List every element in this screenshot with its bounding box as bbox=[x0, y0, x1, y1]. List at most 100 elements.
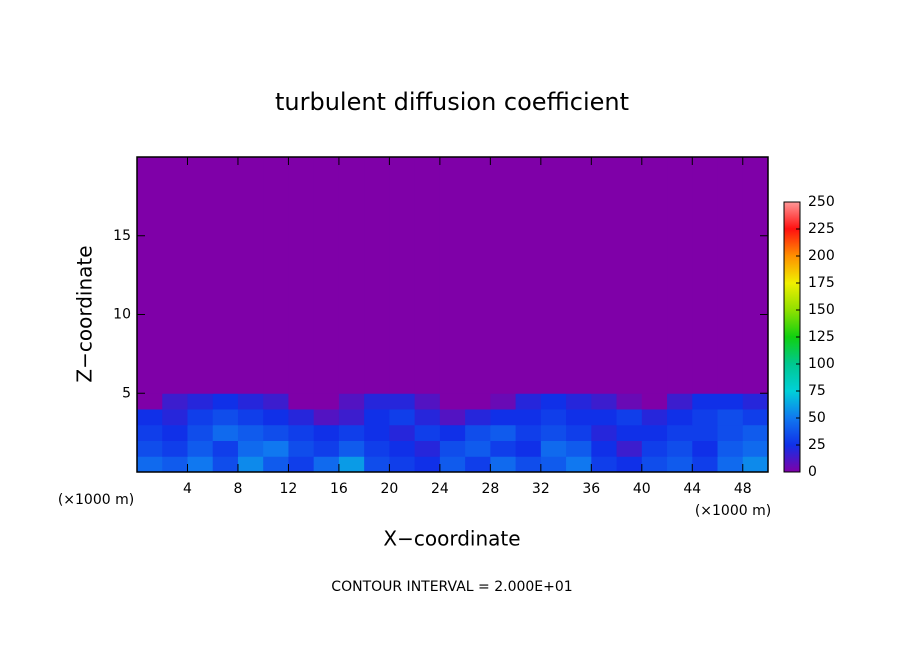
y-axis-label: Z−coordinate bbox=[73, 245, 97, 382]
heat-cell bbox=[212, 409, 239, 426]
heat-cell bbox=[212, 393, 239, 410]
heat-cell bbox=[566, 424, 592, 441]
heat-cell bbox=[237, 456, 264, 473]
colorbar-tick-label: 50 bbox=[808, 410, 826, 426]
heat-cell bbox=[137, 393, 163, 410]
heat-cell bbox=[465, 424, 491, 441]
heat-cell bbox=[237, 393, 264, 410]
x-tick-label: 20 bbox=[380, 481, 398, 497]
heat-cell bbox=[566, 157, 592, 394]
heat-cell bbox=[237, 440, 264, 457]
y-unit: (×1000 m) bbox=[58, 492, 134, 508]
heat-cell bbox=[414, 393, 441, 410]
heat-cell bbox=[288, 409, 315, 426]
heat-cell bbox=[212, 157, 239, 394]
heat-cell bbox=[288, 157, 315, 394]
heat-cell bbox=[338, 440, 365, 457]
colorbar-tick-label: 125 bbox=[808, 329, 835, 345]
heat-cell bbox=[338, 409, 365, 426]
heat-cell bbox=[187, 456, 214, 473]
heat-cell bbox=[389, 440, 416, 457]
heat-cell bbox=[717, 393, 744, 410]
heat-cell bbox=[364, 440, 390, 457]
heat-cell bbox=[742, 456, 769, 473]
heat-cell bbox=[616, 409, 643, 426]
heat-cell bbox=[313, 440, 340, 457]
heat-cell bbox=[515, 393, 542, 410]
colorbar-tick-label: 200 bbox=[808, 248, 835, 264]
heat-cell bbox=[414, 157, 441, 394]
heat-cell bbox=[137, 409, 163, 426]
heat-cell bbox=[667, 456, 693, 473]
x-axis-label: X−coordinate bbox=[383, 527, 520, 551]
heat-cell bbox=[237, 424, 264, 441]
heat-cell bbox=[439, 456, 466, 473]
heat-cell bbox=[465, 157, 491, 394]
heat-cell bbox=[540, 440, 567, 457]
heat-cell bbox=[414, 424, 441, 441]
heat-cell bbox=[692, 409, 719, 426]
heat-cell bbox=[162, 456, 188, 473]
heat-cell bbox=[338, 157, 365, 394]
heat-cell bbox=[162, 393, 188, 410]
heat-cell bbox=[389, 424, 416, 441]
heat-cell bbox=[389, 456, 416, 473]
heat-cell bbox=[338, 393, 365, 410]
heat-cell bbox=[288, 393, 315, 410]
heat-cell bbox=[667, 440, 693, 457]
heat-cell bbox=[591, 157, 618, 394]
heat-cell bbox=[237, 409, 264, 426]
heat-cell bbox=[616, 440, 643, 457]
heat-cell bbox=[591, 409, 618, 426]
heat-cell bbox=[490, 409, 517, 426]
heat-cell bbox=[566, 409, 592, 426]
heat-cell bbox=[717, 424, 744, 441]
heat-cell bbox=[465, 456, 491, 473]
heat-cell bbox=[263, 409, 289, 426]
colorbar-tick-label: 75 bbox=[808, 383, 826, 399]
heat-cell bbox=[515, 440, 542, 457]
x-tick-label: 44 bbox=[683, 481, 701, 497]
heat-cell bbox=[162, 157, 188, 394]
x-tick-label: 24 bbox=[431, 481, 449, 497]
heat-cell bbox=[263, 424, 289, 441]
heat-cell bbox=[137, 424, 163, 441]
heat-cell bbox=[490, 456, 517, 473]
heat-cell bbox=[137, 157, 163, 394]
heat-cell bbox=[338, 424, 365, 441]
heat-cell bbox=[692, 456, 719, 473]
colorbar-tick-label: 25 bbox=[808, 437, 826, 453]
colorbar-tick-label: 100 bbox=[808, 356, 835, 372]
heat-cell bbox=[591, 393, 618, 410]
heat-cell bbox=[288, 440, 315, 457]
heat-cell bbox=[439, 424, 466, 441]
heat-cell bbox=[137, 456, 163, 473]
heat-cell bbox=[414, 456, 441, 473]
heat-cell bbox=[515, 456, 542, 473]
heat-cell bbox=[439, 393, 466, 410]
heat-cell bbox=[389, 157, 416, 394]
heat-cell bbox=[742, 393, 769, 410]
heat-cell bbox=[566, 393, 592, 410]
y-tick-label: 5 bbox=[122, 385, 131, 401]
heat-cell bbox=[540, 456, 567, 473]
heat-cell bbox=[641, 157, 668, 394]
heat-cell bbox=[490, 157, 517, 394]
heat-cell bbox=[692, 424, 719, 441]
heat-cell bbox=[641, 393, 668, 410]
heat-cell bbox=[465, 409, 491, 426]
heat-cell bbox=[566, 440, 592, 457]
heat-cell bbox=[616, 456, 643, 473]
heat-cell bbox=[515, 424, 542, 441]
heat-cell bbox=[263, 393, 289, 410]
heat-cell bbox=[288, 456, 315, 473]
x-tick-label: 12 bbox=[280, 481, 298, 497]
chart-title: turbulent diffusion coefficient bbox=[275, 88, 629, 116]
x-unit: (×1000 m) bbox=[695, 503, 771, 519]
heat-cell bbox=[313, 409, 340, 426]
heat-cell bbox=[338, 456, 365, 473]
heat-cell bbox=[162, 424, 188, 441]
colorbar-tick-label: 225 bbox=[808, 221, 835, 237]
heat-cell bbox=[263, 157, 289, 394]
